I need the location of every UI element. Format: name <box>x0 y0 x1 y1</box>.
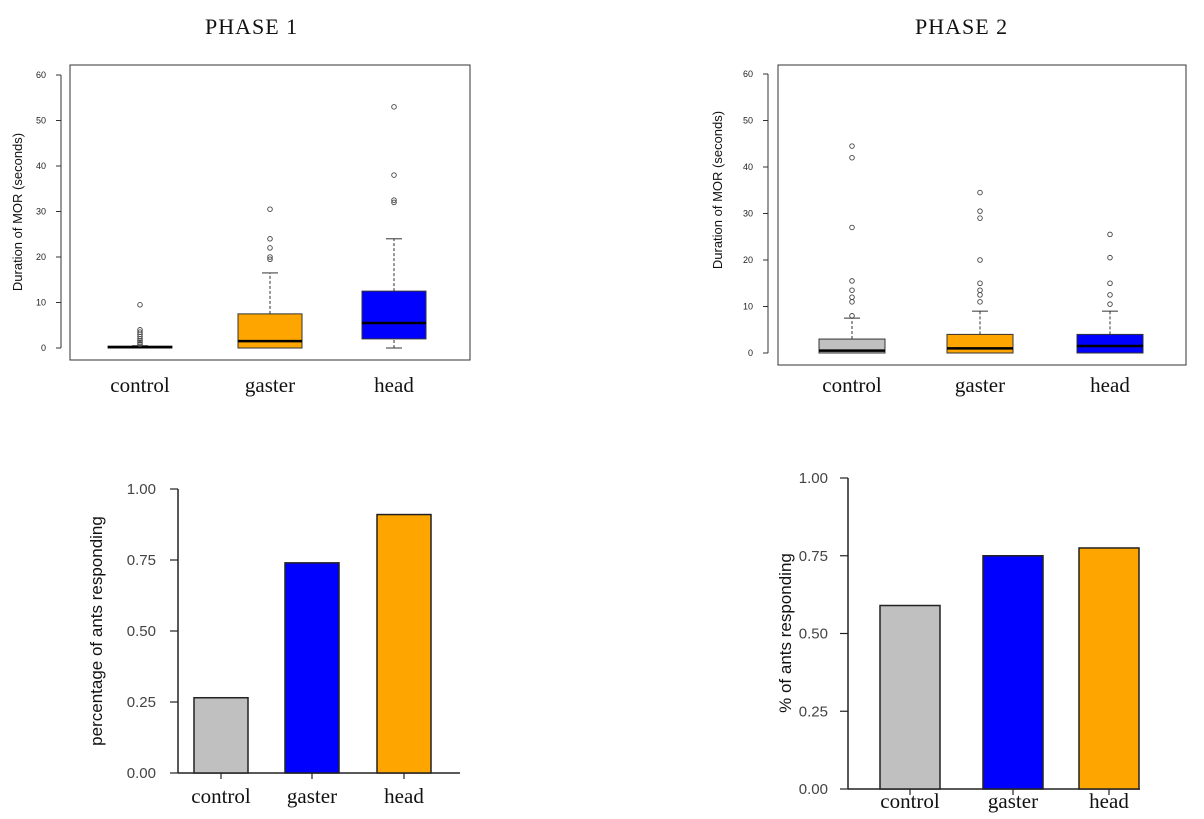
phase1-box-outlier-gaster <box>267 256 273 263</box>
phase2-bar-y-tick-label: 1.00 <box>799 470 828 487</box>
phase1-bar-y-tick-label: 1.00 <box>127 481 156 498</box>
phase1-box-category-label: control <box>110 373 170 397</box>
phase1-bar-y-tick-label: 0.75 <box>127 552 156 569</box>
phase2-box-plot-frame <box>777 64 1187 366</box>
phase1-box-box-head <box>361 290 427 340</box>
phase2-box-y-tick-label: 60 <box>743 69 753 79</box>
phase1-box-outlier-control <box>137 327 143 333</box>
phase1-box-outlier-head <box>391 197 397 203</box>
phase1-box-y-tick-label: 10 <box>36 298 46 308</box>
phase2-box-outlier-gaster <box>977 299 983 305</box>
phase1-box-y-axis-label: Duration of MOR (seconds) <box>10 133 25 291</box>
phase2-box-y-tick-label: 30 <box>743 209 753 219</box>
phase2-box-category-label: head <box>1090 373 1130 397</box>
phase2-box-outlier-control <box>849 313 855 319</box>
phase2-box-outlier-head <box>1107 280 1113 287</box>
phase2-box-outlier-head <box>1107 254 1113 261</box>
phase2-box-y-tick-label: 0 <box>748 348 753 358</box>
phase1-box-outlier-gaster <box>267 245 273 251</box>
phase2-bar-category-label: head <box>1089 789 1129 813</box>
phase1-bar-category-label: control <box>191 784 251 808</box>
phase2-box-box-gaster <box>946 333 1014 354</box>
phase1-bar-bar-gaster <box>284 562 340 774</box>
phase2-box-outlier-head <box>1107 292 1113 298</box>
phase1-box-category-label: gaster <box>245 373 295 397</box>
phase1-box-outlier-control <box>137 337 143 344</box>
phase1-box-y-tick-label: 40 <box>36 161 46 171</box>
phase1-bar-bar-control <box>193 696 249 774</box>
phase1-bar-y-axis-label: percentage of ants responding <box>87 516 106 746</box>
phase2-bar-category-label: gaster <box>988 789 1038 813</box>
phase-1-title: PHASE 1 <box>205 14 299 39</box>
phase1-box-y-tick-label: 20 <box>36 252 46 262</box>
phase-2-title: PHASE 2 <box>915 14 1009 39</box>
phase1-box-outlier-head <box>391 199 397 206</box>
phase1-box-box-gaster <box>237 313 303 349</box>
phase2-box-outlier-control <box>849 154 855 161</box>
phase1-bar-y-tick-label: 0.25 <box>127 694 156 711</box>
phase1-box-y-tick-label: 30 <box>36 207 46 217</box>
phase1-bar-category-label: head <box>384 784 424 808</box>
phase1-box-outlier-control <box>137 339 143 346</box>
phase2-box-outlier-head <box>1107 231 1113 238</box>
phase1-box-outlier-gaster <box>267 254 273 260</box>
phase1-box-outlier-head <box>391 172 397 178</box>
phase1-box-y-tick-label: 0 <box>41 343 46 353</box>
phase2-box-y-tick-label: 40 <box>743 162 753 172</box>
phase2-box-y-tick-label: 50 <box>743 116 753 126</box>
phase1-box-outlier-control <box>137 341 143 348</box>
phase2-box-outlier-gaster <box>977 280 983 287</box>
phase1-box-outlier-control <box>137 302 143 308</box>
phase2-bar-bar-head <box>1078 547 1140 790</box>
phase2-bar-y-tick-label: 0.25 <box>799 703 828 720</box>
phase2-box-outlier-control <box>849 224 855 231</box>
phase2-box-outlier-gaster <box>977 189 983 196</box>
phase1-box-outlier-gaster <box>267 236 273 242</box>
phase1-box-category-label: head <box>374 373 414 397</box>
phase2-bar-bar-control <box>879 604 941 790</box>
phase2-box-outlier-gaster <box>977 215 983 221</box>
phase2-box-y-tick-label: 20 <box>743 255 753 265</box>
phase1-bar-y-tick-label: 0.00 <box>127 765 156 782</box>
phase2-bar-y-tick-label: 0.75 <box>799 548 828 565</box>
phase2-box-outlier-control <box>849 287 855 293</box>
phase2-box-category-label: gaster <box>955 373 1005 397</box>
phase2-box-outlier-gaster <box>977 287 983 293</box>
phase2-bar-y-tick-label: 0.50 <box>799 626 828 643</box>
phase2-bar-y-tick-label: 0.00 <box>799 781 828 798</box>
phase2-box-box-head <box>1076 333 1144 354</box>
phase1-box-outlier-control <box>137 329 143 335</box>
phase2-box-y-axis-label: Duration of MOR (seconds) <box>710 111 725 269</box>
phase1-box-plot-frame <box>69 64 471 361</box>
phase1-box-y-tick-label: 50 <box>36 116 46 126</box>
phase1-bar-category-label: gaster <box>287 784 337 808</box>
phase2-box-y-tick-label: 10 <box>743 302 753 312</box>
phase2-bar-y-axis-label: % of ants responding <box>776 553 795 713</box>
phase2-box-outlier-control <box>849 278 855 284</box>
phase2-box-category-label: control <box>822 373 882 397</box>
phase2-box-outlier-gaster <box>977 208 983 214</box>
phase2-box-outlier-control <box>849 299 855 305</box>
phase1-box-outlier-gaster <box>267 206 273 212</box>
phase1-box-outlier-head <box>391 104 397 110</box>
phase2-box-outlier-control <box>849 294 855 300</box>
phase2-bar-bar-gaster <box>982 555 1044 790</box>
phase1-box-y-tick-label: 60 <box>36 70 46 80</box>
phase1-bar-bar-head <box>376 513 432 774</box>
phase2-box-outlier-control <box>849 143 855 149</box>
phase2-bar-category-label: control <box>880 789 940 813</box>
phase2-box-outlier-gaster <box>977 292 983 298</box>
phase2-box-outlier-gaster <box>977 257 983 263</box>
phase2-box-outlier-head <box>1107 301 1113 307</box>
phase1-bar-y-tick-label: 0.50 <box>127 623 156 640</box>
